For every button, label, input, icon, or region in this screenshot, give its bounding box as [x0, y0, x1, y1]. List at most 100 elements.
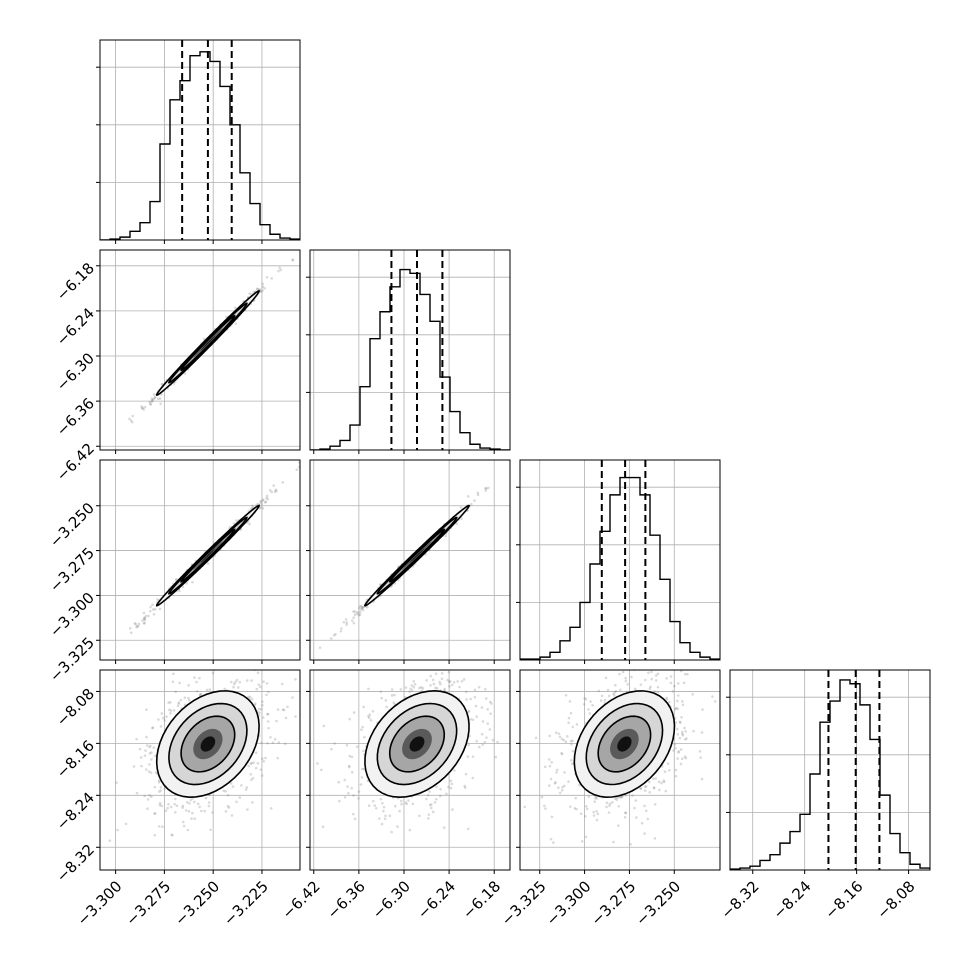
scatter-point [463, 784, 466, 788]
density-contour [180, 528, 236, 583]
scatter-point [671, 690, 675, 693]
scatter-point [547, 784, 551, 787]
scatter-point [608, 804, 611, 808]
scatter-point [136, 624, 140, 628]
histogram-bars [100, 51, 300, 240]
scatter-point [591, 703, 594, 707]
scatter-point [279, 268, 283, 272]
scatter-point [181, 804, 185, 808]
scatter-point [686, 672, 689, 676]
scatter-point [390, 830, 393, 834]
scatter-point [177, 702, 181, 706]
scatter-point [432, 682, 436, 686]
scatter-point [235, 678, 239, 682]
scatter-point [222, 789, 225, 793]
scatter-point [607, 694, 611, 698]
scatter-point [481, 743, 484, 746]
scatter-point [234, 680, 237, 684]
scatter-point [266, 712, 270, 716]
scatter-point [434, 797, 438, 801]
panel-content [310, 250, 510, 450]
scatter-point [360, 606, 364, 610]
scatter-point [174, 690, 177, 694]
scatter-point [664, 789, 668, 793]
scatter-point [515, 825, 518, 828]
scatter-point [460, 517, 463, 520]
scatter-point [260, 741, 263, 744]
scatter-point [613, 690, 617, 694]
scatter-point [146, 807, 149, 811]
scatter-point [260, 774, 264, 777]
scatter-point [231, 785, 235, 788]
scatter-point [679, 670, 683, 673]
scatter-point [181, 585, 185, 589]
scatter-point [294, 678, 297, 681]
scatter-point [145, 708, 148, 712]
scatter-point [448, 680, 452, 683]
scatter-point [567, 721, 570, 725]
scatter-point [675, 699, 679, 703]
scatter-point [344, 618, 348, 621]
scatter-point [400, 802, 403, 806]
scatter-point [257, 683, 261, 686]
scatter-point [435, 785, 438, 789]
scatter-point [143, 405, 147, 409]
scatter-point [267, 726, 270, 730]
scatter-point [439, 682, 442, 686]
scatter-point [674, 707, 677, 711]
scatter-point [229, 680, 233, 684]
density-level [409, 736, 425, 752]
scatter-point [429, 674, 432, 678]
panel-frame [519, 459, 721, 661]
scatter-point [617, 824, 620, 827]
scatter-point [592, 814, 596, 817]
scatter-point [191, 811, 194, 815]
scatter-point [570, 762, 574, 766]
scatter-point [365, 605, 369, 609]
scatter-point [614, 797, 617, 800]
scatter-point [605, 801, 609, 805]
scatter-point [409, 687, 413, 691]
scatter-point [334, 632, 337, 636]
x-tick-label: −3.250 [171, 877, 223, 929]
scatter-point [560, 737, 564, 741]
scatter-point [680, 716, 683, 719]
scatter-point [494, 755, 498, 759]
panel-content [100, 250, 300, 450]
scatter-point [268, 488, 272, 492]
scatter-point [140, 405, 143, 408]
scatter-point [650, 657, 653, 660]
scatter-point [368, 713, 372, 716]
scatter-point [434, 672, 438, 676]
scatter-point [421, 664, 424, 667]
scatter-point [471, 718, 475, 722]
panel-content [515, 657, 720, 870]
scatter-point [255, 687, 259, 691]
scatter-point [562, 738, 566, 742]
scatter-point [348, 754, 352, 758]
scatter-point [170, 833, 174, 836]
scatter-point [171, 680, 175, 684]
scatter-point [130, 420, 134, 424]
scatter-point [384, 814, 387, 818]
scatter-point [418, 686, 421, 690]
scatter-point [523, 805, 527, 809]
scatter-point [167, 701, 170, 704]
scatter-point [259, 500, 263, 504]
scatter-point [633, 687, 637, 691]
scatter-point [567, 780, 570, 783]
scatter-point [184, 809, 188, 812]
scatter-point [392, 701, 396, 704]
scatter-point [678, 736, 682, 740]
scatter-point [465, 698, 468, 701]
x-tick-label: −3.300 [74, 877, 126, 929]
x-tick-label: −6.30 [369, 877, 414, 922]
scatter-point [582, 703, 586, 706]
scatter-point [674, 706, 678, 710]
scatter-point [603, 698, 607, 702]
scatter-point [427, 813, 431, 816]
scatter-point [224, 810, 228, 813]
scatter-point [656, 672, 660, 675]
scatter-point [459, 506, 463, 509]
scatter-point [585, 807, 589, 811]
